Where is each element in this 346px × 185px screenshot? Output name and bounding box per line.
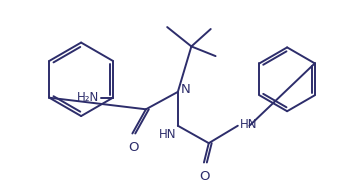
Text: N: N: [181, 83, 191, 96]
Text: O: O: [200, 170, 210, 183]
Text: HN: HN: [240, 118, 257, 131]
Text: O: O: [128, 141, 139, 154]
Text: HN: HN: [158, 128, 176, 141]
Text: H₂N: H₂N: [77, 91, 99, 104]
